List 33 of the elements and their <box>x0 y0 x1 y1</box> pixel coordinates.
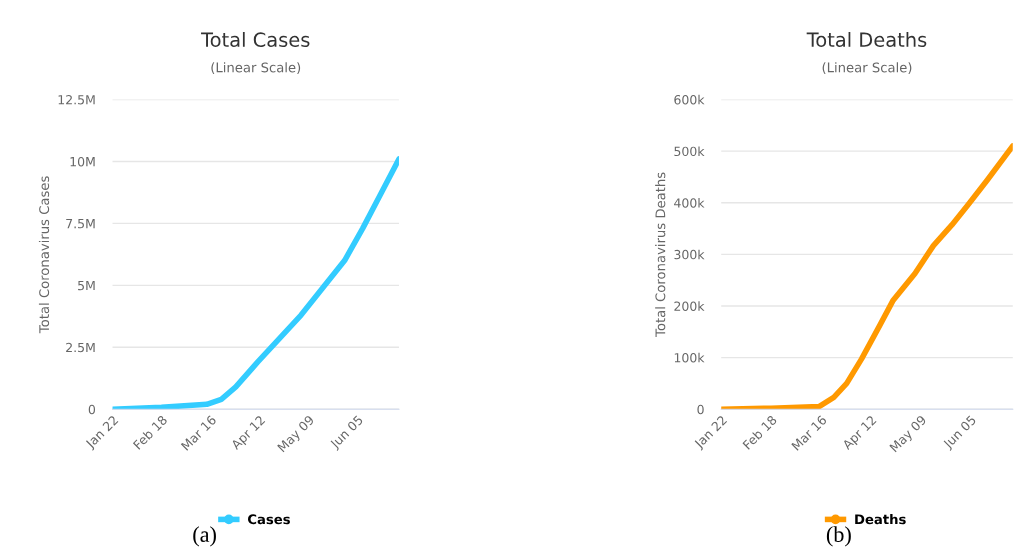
chart-title: Total Cases <box>201 31 310 48</box>
chart-subtitle: (Linear Scale) <box>822 62 912 74</box>
y-tick-label: 0 <box>697 404 704 415</box>
y-tick-label: 300k <box>674 249 705 260</box>
y-tick-label: 600k <box>674 94 705 105</box>
x-tick-label: Apr 12 <box>230 415 268 452</box>
legend-label: Cases <box>247 514 290 525</box>
x-tick-label: Feb 18 <box>742 414 778 450</box>
x-tick-label: Mar 16 <box>791 414 828 451</box>
x-tick-label: Jun 05 <box>329 415 365 451</box>
y-tick-label: 0 <box>88 404 96 415</box>
y-tick-label: 500k <box>674 146 705 157</box>
y-tick-label: 7.5M <box>66 219 95 229</box>
chart-subtitle: (Linear Scale) <box>211 62 301 74</box>
y-tick-label: 12.5M <box>58 95 95 105</box>
x-tick-label: Jan 22 <box>84 415 121 451</box>
y-tick-label: 100k <box>674 352 705 363</box>
y-tick-label: 400k <box>674 198 705 208</box>
text: (b) <box>826 526 851 547</box>
x-tick-label: Mar 16 <box>180 414 217 451</box>
y-axis-title: Total Coronavirus Deaths <box>655 172 666 337</box>
x-tick-label: Jan 22 <box>693 415 729 451</box>
y-tick-label: 2.5M <box>66 342 95 353</box>
y-tick-label: 5M <box>78 280 95 291</box>
x-tick-label: Feb 18 <box>132 414 168 450</box>
x-tick-label: Jun 05 <box>942 415 979 451</box>
y-tick-label: 200k <box>674 301 705 311</box>
x-tick-label: Apr 12 <box>841 415 879 452</box>
y-tick-label: 10M <box>70 156 95 167</box>
legend-label: Deaths <box>855 514 906 525</box>
text: (a) <box>193 526 216 547</box>
y-axis-title: Total Coronavirus Cases <box>38 176 50 334</box>
chart-title: Total Deaths <box>806 31 927 48</box>
